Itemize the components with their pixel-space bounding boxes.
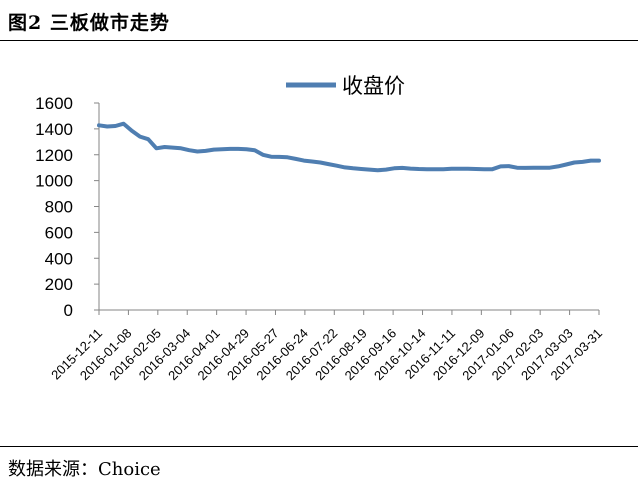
y-tick-label: 600 (45, 223, 73, 242)
y-tick-label: 1200 (35, 146, 73, 165)
figure-title: 图2 三板做市走势 (8, 12, 170, 34)
y-tick-label: 1000 (35, 172, 73, 191)
y-axis: 0 200 400 600 800 1000 1200 1400 1600 (35, 94, 100, 320)
x-axis: 2015-12-112016-01-082016-02-052016-03-04… (48, 309, 605, 383)
plot-area (97, 121, 601, 173)
source-note: 数据来源：Choice (8, 459, 161, 480)
line-chart: 收盘价 0 200 400 600 800 1000 1200 1400 1600 2015-1… (35, 74, 605, 383)
series-line (97, 121, 601, 173)
y-tick-label: 200 (45, 275, 73, 294)
y-tick-label: 400 (45, 249, 73, 268)
y-tick-label: 0 (64, 301, 73, 320)
top-rule (0, 40, 638, 41)
legend: 收盘价 (286, 74, 405, 98)
y-tick-label: 800 (45, 198, 73, 217)
bottom-rule (0, 446, 638, 447)
y-tick-label: 1400 (35, 120, 73, 139)
y-tick-label: 1600 (35, 94, 73, 113)
legend-label: 收盘价 (342, 74, 405, 98)
